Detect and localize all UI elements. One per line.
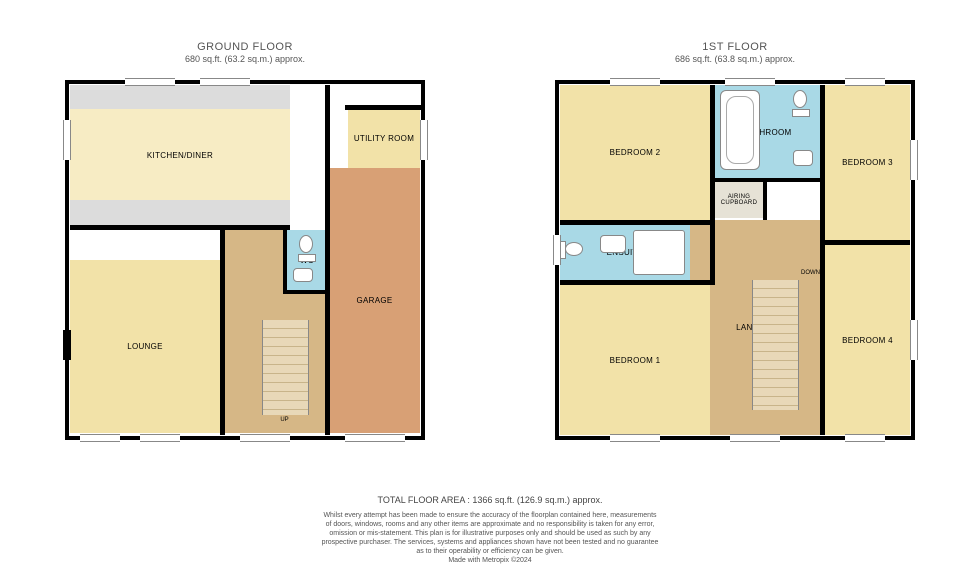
- disclaimer-line: omission or mis-statement. This plan is …: [190, 529, 790, 538]
- disclaimer-block: TOTAL FLOOR AREA : 1366 sq.ft. (126.9 sq…: [190, 495, 790, 565]
- window-left: [553, 235, 561, 265]
- window-right: [420, 120, 428, 160]
- window-left: [63, 120, 71, 160]
- ground-floor-header: GROUND FLOOR 680 sq.ft. (63.2 sq.m.) app…: [65, 40, 425, 66]
- total-area: TOTAL FLOOR AREA : 1366 sq.ft. (126.9 sq…: [190, 495, 790, 507]
- first-floor-header: 1ST FLOOR 686 sq.ft. (63.8 sq.m.) approx…: [555, 40, 915, 66]
- credit-line: Made with Metropix ©2024: [190, 556, 790, 565]
- window-bottom: [845, 434, 885, 442]
- window-bottom: [345, 434, 405, 442]
- window-top: [125, 78, 175, 86]
- disclaimer-line: as to their operability or efficiency ca…: [190, 547, 790, 556]
- window-bottom: [240, 434, 290, 442]
- page: GROUND FLOOR 680 sq.ft. (63.2 sq.m.) app…: [0, 0, 980, 587]
- first-title: 1ST FLOOR: [555, 40, 915, 54]
- window-top: [200, 78, 250, 86]
- window-bottom: [610, 434, 660, 442]
- window-right: [910, 320, 918, 360]
- window-bottom: [730, 434, 780, 442]
- outer-wall: [65, 80, 425, 440]
- ground-title: GROUND FLOOR: [65, 40, 425, 54]
- ground-sub: 680 sq.ft. (63.2 sq.m.) approx.: [65, 54, 425, 66]
- window-top: [725, 78, 775, 86]
- disclaimer-line: of doors, windows, rooms and any other i…: [190, 520, 790, 529]
- first-floor-plan: BEDROOM 2BATHROOMBEDROOM 3ENSUITEAIRING …: [555, 80, 915, 440]
- disclaimer-line: prospective purchaser. The services, sys…: [190, 538, 790, 547]
- ground-floor-plan: KITCHEN/DINERUTILITY ROOMGARAGELOUNGEHAL…: [65, 80, 425, 440]
- window-right: [910, 140, 918, 180]
- window-bottom: [80, 434, 120, 442]
- window-top: [845, 78, 885, 86]
- outer-wall: [555, 80, 915, 440]
- window-bottom: [140, 434, 180, 442]
- disclaimer-line: Whilst every attempt has been made to en…: [190, 511, 790, 520]
- first-sub: 686 sq.ft. (63.8 sq.m.) approx.: [555, 54, 915, 66]
- window-top: [610, 78, 660, 86]
